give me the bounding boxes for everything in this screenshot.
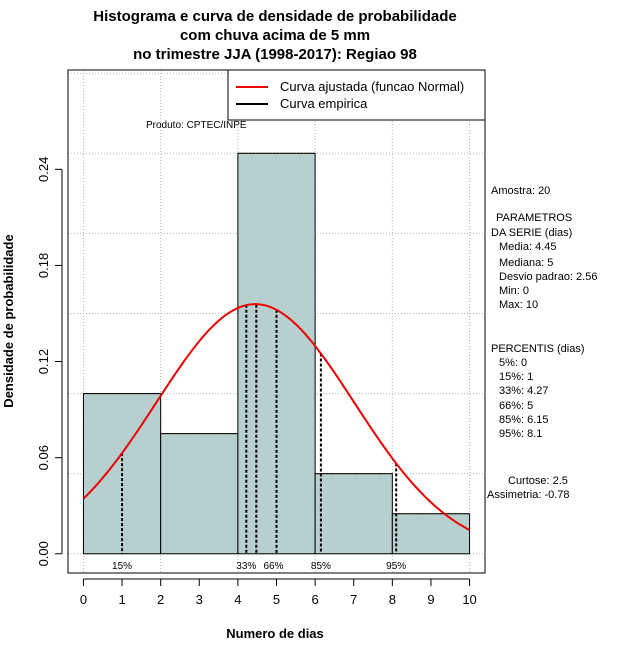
percentis-header: PERCENTIS (dias) xyxy=(491,343,585,355)
x-tick-label: 0 xyxy=(80,592,87,607)
x-tick-label: 10 xyxy=(462,592,476,607)
y-axis-title: Densidade de probabilidade xyxy=(1,234,16,407)
skewness: Assimetria: -0.78 xyxy=(487,489,570,501)
x-tick-label: 2 xyxy=(157,592,164,607)
histogram-bar xyxy=(160,433,239,555)
histogram-bars xyxy=(82,152,471,555)
x-axis: 0 1 2 3 4 5 6 7 8 9 10 xyxy=(80,578,477,607)
percentile-label: 66% xyxy=(263,561,283,572)
x-tick-label: 7 xyxy=(350,592,357,607)
params-header-2: DA SERIE (dias) xyxy=(491,227,572,239)
param-min: Min: 0 xyxy=(499,285,529,297)
y-tick-label: 0.24 xyxy=(36,157,51,182)
legend: Curva ajustada (funcao Normal) Curva emp… xyxy=(227,69,486,121)
percentil-5: 5%: 0 xyxy=(499,357,527,369)
percentil-33: 33%: 4.27 xyxy=(499,385,549,397)
x-tick-label: 9 xyxy=(427,592,434,607)
y-tick-label: 0.00 xyxy=(36,541,51,566)
param-median: Mediana: 5 xyxy=(499,257,553,269)
source-note: Produto: CPTEC/INPE xyxy=(146,120,247,131)
percentil-95: 95%: 8.1 xyxy=(499,428,542,440)
percentil-85: 85%: 6.15 xyxy=(499,414,549,426)
param-sd: Desvio padrao: 2.56 xyxy=(499,271,597,283)
chart-title-line-2: com chuva acima de 5 mm xyxy=(180,27,370,44)
legend-label-normal: Curva ajustada (funcao Normal) xyxy=(280,79,464,94)
x-tick-label: 6 xyxy=(311,592,318,607)
normal-fit-curve xyxy=(82,303,471,531)
percentile-label: 15% xyxy=(112,561,132,572)
histogram-bar xyxy=(314,473,393,555)
x-tick-label: 8 xyxy=(389,592,396,607)
chart-title-line-1: Histograma e curva de densidade de proba… xyxy=(93,8,456,25)
y-tick-label: 0.06 xyxy=(36,445,51,470)
percentile-label: 33% xyxy=(236,561,256,572)
x-tick-label: 1 xyxy=(118,592,125,607)
params-header-1: PARAMETROS xyxy=(496,212,572,224)
y-tick-label: 0.12 xyxy=(36,349,51,374)
legend-box xyxy=(227,69,486,121)
kurtosis: Curtose: 2.5 xyxy=(508,475,568,487)
param-max: Max: 10 xyxy=(499,299,538,311)
x-tick-label: 4 xyxy=(234,592,241,607)
legend-label-empirical: Curva empirica xyxy=(280,96,368,111)
x-axis-title: Numero de dias xyxy=(226,626,324,641)
sample-size: Amostra: 20 xyxy=(491,185,550,197)
percentil-66: 66%: 5 xyxy=(499,400,533,412)
histogram-bar xyxy=(237,152,316,555)
x-tick-label: 5 xyxy=(273,592,280,607)
normal-curve-layer xyxy=(82,303,471,531)
y-axis: 0.00 0.06 0.12 0.18 0.24 xyxy=(36,157,63,566)
percentile-label: 95% xyxy=(386,561,406,572)
percentil-15: 15%: 1 xyxy=(499,371,533,383)
percentile-lines: 15% 33% 66% 85% 95% xyxy=(112,304,406,572)
y-tick-label: 0.18 xyxy=(36,253,51,278)
chart-title-line-3: no trimestre JJA (1998-2017): Regiao 98 xyxy=(133,46,417,63)
x-tick-label: 3 xyxy=(196,592,203,607)
percentile-label: 85% xyxy=(311,561,331,572)
param-mean: Media: 4.45 xyxy=(499,241,556,253)
histogram-bar xyxy=(391,513,471,555)
statistics-panel: Amostra: 20 PARAMETROS DA SERIE (dias) M… xyxy=(487,185,597,501)
